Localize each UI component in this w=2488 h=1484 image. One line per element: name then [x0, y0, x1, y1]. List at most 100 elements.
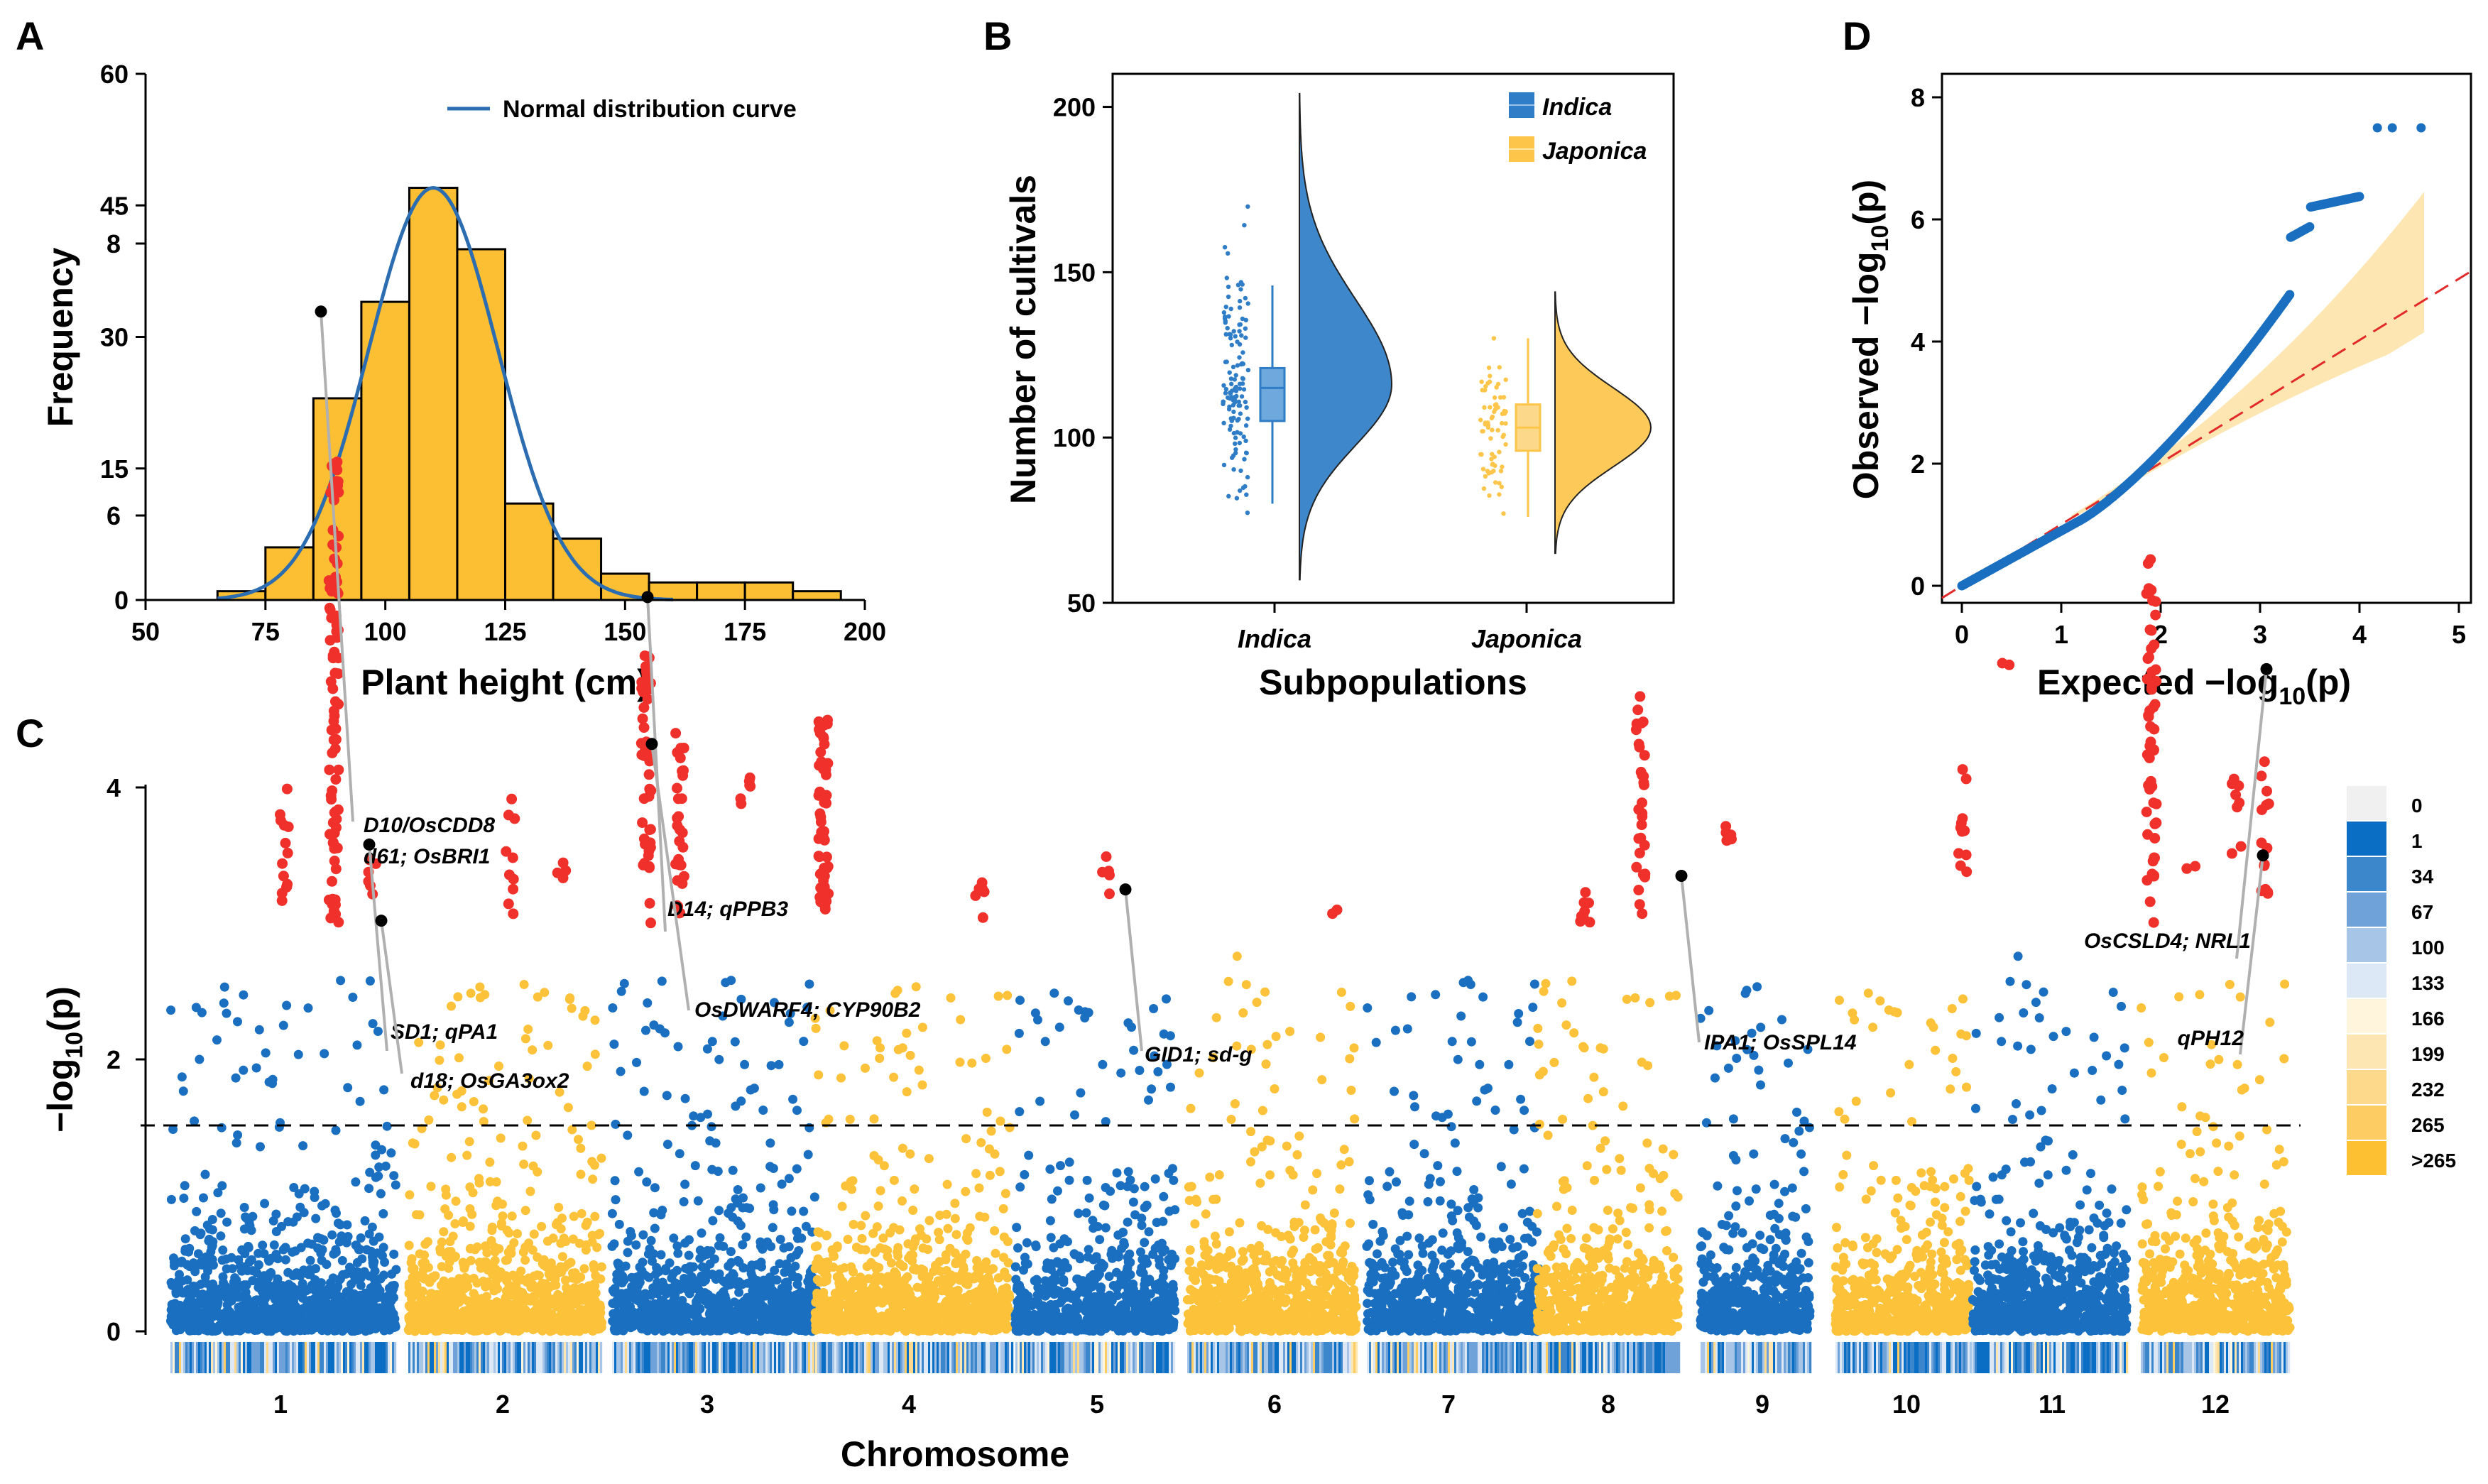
snp-point — [323, 1306, 333, 1316]
snp-point — [893, 1251, 903, 1261]
snp-point — [328, 1273, 338, 1283]
snp-point — [644, 1272, 654, 1282]
snp-point — [468, 1324, 478, 1334]
snp-point — [855, 1274, 865, 1284]
snp-point — [1140, 1238, 1150, 1248]
x-tick-label: 175 — [724, 617, 766, 646]
x-tick-label: 125 — [484, 617, 526, 646]
snp-point — [714, 1054, 724, 1064]
snp-point — [611, 1195, 621, 1205]
x-tick-label: 0 — [1955, 620, 1969, 649]
y-tick-label: 150 — [1053, 258, 1096, 287]
data-point — [1223, 386, 1229, 392]
snp-point — [201, 1294, 211, 1304]
snp-point — [378, 1209, 388, 1218]
snp-point — [448, 1231, 458, 1241]
data-point — [1485, 420, 1490, 425]
snp-point — [775, 1235, 785, 1244]
snp-point — [1003, 991, 1013, 1000]
histogram-bar-4 — [408, 187, 459, 601]
snp-point — [811, 1023, 821, 1033]
y-tick-label: 45 — [100, 191, 129, 220]
snp-point — [331, 1125, 341, 1135]
data-point — [1223, 391, 1228, 395]
snp-point — [799, 1206, 809, 1216]
snp-point — [669, 1233, 679, 1243]
snp-point — [632, 1286, 642, 1296]
snp-point — [564, 994, 574, 1004]
snp-point — [950, 1199, 960, 1209]
snp-point — [684, 1282, 694, 1292]
snp-point — [812, 1288, 822, 1298]
snp-point — [582, 1217, 592, 1227]
snp-point — [758, 1106, 768, 1115]
snp-point — [261, 1048, 271, 1058]
snp-point — [364, 1184, 374, 1194]
snp-point — [849, 1220, 858, 1229]
snp-point — [910, 1324, 919, 1334]
snp-point — [386, 1148, 396, 1158]
snp-point — [817, 1265, 826, 1275]
snp-point — [841, 1181, 851, 1191]
snp-point — [905, 1050, 915, 1060]
data-point — [1227, 332, 1232, 337]
snp-point — [836, 1285, 846, 1295]
snp-point — [355, 1245, 365, 1255]
data-point — [1503, 442, 1508, 447]
data-point — [1240, 376, 1245, 381]
snp-point — [837, 1201, 847, 1211]
snp-point — [652, 1300, 662, 1310]
snp-point — [207, 1225, 217, 1235]
x-tick-label: 50 — [131, 617, 160, 646]
data-point — [1480, 388, 1485, 393]
snp-point — [731, 1310, 741, 1320]
x-tick-label: 5 — [2452, 620, 2466, 649]
snp-point — [675, 1310, 685, 1320]
snp-point — [590, 1049, 600, 1059]
snp-point — [356, 1280, 366, 1290]
snp-point — [330, 1205, 340, 1215]
snp-point — [316, 1234, 326, 1244]
snp-point — [363, 1324, 372, 1333]
snp-point — [836, 1073, 846, 1083]
snp-point — [660, 1028, 670, 1038]
snp-point — [738, 1263, 748, 1273]
snp-point — [177, 1072, 187, 1082]
snp-point — [504, 1228, 514, 1238]
snp-point — [961, 1186, 971, 1196]
snp-point — [946, 993, 956, 1003]
snp-point — [1054, 1022, 1064, 1032]
histogram-bar-3 — [360, 300, 410, 601]
data-point — [1488, 436, 1493, 441]
snp-point — [637, 1324, 647, 1333]
snp-point — [415, 1210, 425, 1220]
snp-point — [415, 1249, 425, 1259]
x-tick-label: 75 — [251, 617, 280, 646]
histogram-bar-6 — [504, 502, 555, 601]
snp-point — [282, 1000, 292, 1010]
data-point — [1238, 411, 1243, 416]
snp-point — [1082, 1175, 1092, 1185]
y-tick-label: 8 — [1911, 83, 1925, 112]
snp-point — [902, 1283, 912, 1292]
data-point — [1242, 457, 1247, 462]
snp-point — [950, 1213, 960, 1223]
snp-point — [596, 1153, 606, 1163]
snp-point — [873, 1324, 883, 1333]
snp-point — [607, 1241, 617, 1251]
snp-point — [524, 1238, 534, 1248]
snp-point — [897, 1143, 907, 1153]
x-tick-indica: Indica — [1238, 624, 1311, 653]
snp-point — [839, 1041, 849, 1051]
snp-point — [1150, 1174, 1160, 1184]
snp-point — [239, 1224, 249, 1234]
snp-point — [1123, 1018, 1133, 1028]
snp-point — [610, 1176, 620, 1186]
snp-point — [239, 1282, 249, 1292]
snp-point — [447, 1001, 456, 1011]
data-point — [1228, 390, 1233, 395]
snp-point — [665, 1258, 675, 1268]
snp-point — [710, 1302, 720, 1311]
snp-point — [619, 978, 629, 988]
